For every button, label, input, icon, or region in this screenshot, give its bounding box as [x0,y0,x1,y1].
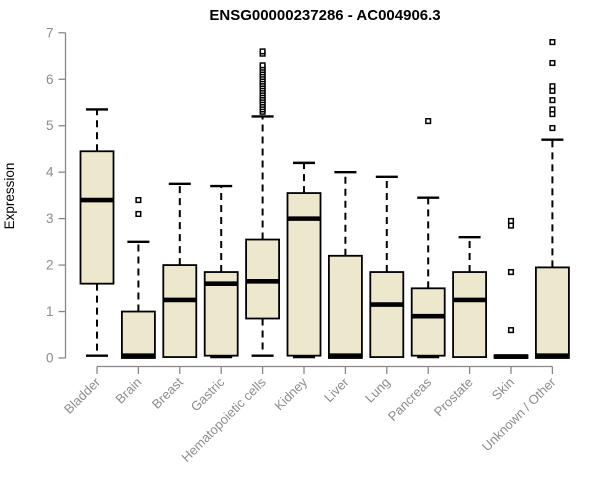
boxplot-breast [162,182,198,358]
y-tick-label: 3 [46,211,54,226]
outlier-point [549,106,556,113]
x-category-label: Pancreas [385,374,435,424]
outlier-point [259,48,266,55]
box [162,264,198,358]
box [369,271,405,358]
y-tick-label: 4 [46,165,54,180]
x-category-label: Unknown / Other [479,374,559,454]
y-axis-label: Expression [2,163,17,230]
x-category-label: Lung [362,375,393,406]
boxplot-unknown-other [535,39,570,359]
box [245,238,281,320]
x-category-label: Kidney [271,374,310,413]
y-tick-label: 5 [46,118,54,133]
x-category-label: Brain [112,375,144,407]
boxes-layer [79,39,570,359]
box [452,271,488,358]
outlier-point [507,327,515,334]
box [535,266,570,359]
x-category-label: Prostate [431,375,476,420]
outlier-point [135,210,142,218]
boxplot-bladder [79,108,115,357]
boxplot-pancreas [410,118,446,359]
outlier-point [549,97,556,104]
outlier-point [135,196,142,204]
x-category-label: Skin [489,375,517,403]
axes: 0 1 2 3 4 5 6 7 [46,25,554,374]
boxplot-gastric [203,184,239,359]
chart-title: ENSG00000237286 - AC004906.3 [209,7,440,24]
y-tick-label: 6 [46,72,54,87]
y-tick-label: 2 [46,258,54,273]
outlier-point [549,83,556,90]
outlier-point [549,59,556,67]
box [121,310,156,359]
boxplot-skin [493,217,529,359]
boxplot-brain [121,196,156,359]
box [327,254,363,359]
boxplot-kidney [286,161,322,359]
outlier-point [259,62,266,69]
x-category-label: Gastric [188,374,228,414]
y-tick-label: 0 [46,351,54,366]
x-category-label: Liver [321,374,352,405]
boxplot-lung [369,175,405,358]
boxplot-liver [327,170,363,359]
box [203,271,239,357]
outlier-point [549,124,556,132]
outlier-point [507,269,515,276]
outlier-point [507,217,515,225]
outlier-point [425,118,432,125]
outlier-point [549,39,556,46]
box [79,150,115,285]
x-category-label: Bladder [61,374,104,417]
box [410,287,446,357]
y-tick-label: 1 [46,304,54,319]
x-category-label: Breast [149,374,186,411]
y-tick-label: 7 [46,25,54,40]
boxplot-hematopoietic-cells [245,48,281,357]
boxplot-prostate [452,236,488,358]
